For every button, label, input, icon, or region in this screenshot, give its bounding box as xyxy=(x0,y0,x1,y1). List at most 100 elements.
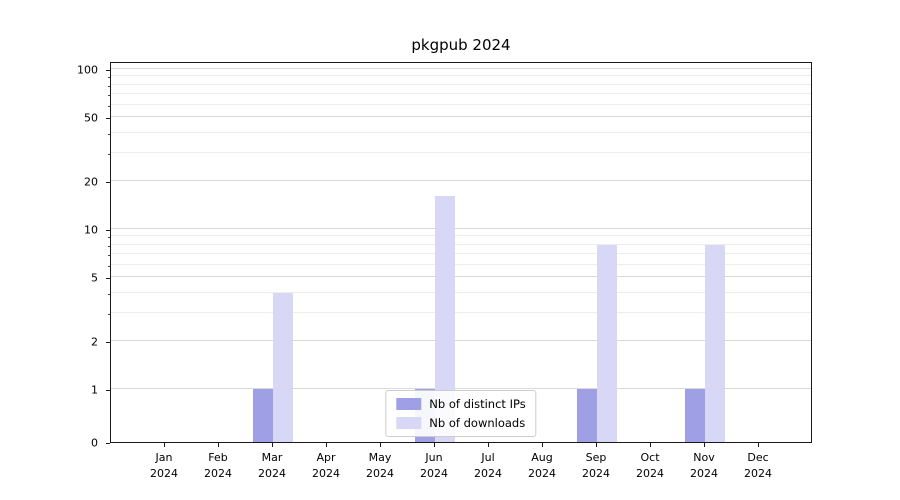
bar-nb-of-distinct-ips-mar xyxy=(253,389,273,442)
x-tick-mark xyxy=(217,443,219,447)
legend-label: Nb of distinct IPs xyxy=(429,397,526,411)
y-tick-mark-minor xyxy=(108,254,110,256)
x-tick-mark xyxy=(271,443,273,447)
x-tick-mark xyxy=(325,443,327,447)
x-tick-month: Sep xyxy=(585,451,607,464)
x-tick-label-mar: Mar 2024 xyxy=(258,450,286,482)
gridline-major xyxy=(111,68,811,69)
x-tick-mark xyxy=(703,443,705,447)
plot-area: Nb of distinct IPs Nb of downloads xyxy=(110,62,812,443)
y-tick-mark xyxy=(106,118,110,120)
x-tick-year: 2024 xyxy=(528,466,556,480)
x-tick-label-jun: Jun 2024 xyxy=(420,450,448,482)
x-tick-label-nov: Nov 2024 xyxy=(690,450,718,482)
x-tick-label-oct: Oct 2024 xyxy=(636,450,664,482)
gridline-minor xyxy=(111,92,811,94)
x-tick-mark xyxy=(757,443,759,447)
bar-nb-of-distinct-ips-nov xyxy=(685,389,705,442)
gridline-minor xyxy=(111,263,811,265)
legend-swatch-nb-of-downloads xyxy=(396,417,422,429)
x-tick-year: 2024 xyxy=(258,466,286,480)
gridline-minor xyxy=(111,291,811,293)
y-tick-mark-minor xyxy=(108,105,110,107)
y-tick-mark-minor xyxy=(108,85,110,87)
x-tick-mark xyxy=(433,443,435,447)
x-tick-year: 2024 xyxy=(690,466,718,480)
gridline-minor xyxy=(111,103,811,105)
y-tick-mark xyxy=(106,70,110,71)
bar-nb-of-downloads-nov xyxy=(705,244,725,442)
y-tick-mark-minor xyxy=(108,265,110,267)
x-tick-label-jul: Jul 2024 xyxy=(474,450,502,482)
x-tick-year: 2024 xyxy=(312,466,340,480)
gridline-major xyxy=(111,339,811,341)
y-tick-mark xyxy=(106,230,110,231)
x-tick-month: Nov xyxy=(693,451,715,464)
gridline-major xyxy=(111,116,811,118)
legend-swatch-nb-of-distinct-ips xyxy=(396,398,422,410)
x-tick-month: Jun xyxy=(425,451,443,464)
legend-item-nb-of-downloads: Nb of downloads xyxy=(396,416,525,430)
y-tick-mark-minor xyxy=(108,313,110,315)
y-tick-mark xyxy=(106,181,110,183)
x-tick-month: Oct xyxy=(640,451,660,464)
x-axis: Jan 2024 Feb 2024 Mar 2024 Apr 2024 May 2024 Jun 20… xyxy=(110,443,812,495)
gridline-major xyxy=(111,388,811,389)
legend-label: Nb of downloads xyxy=(429,416,526,430)
x-tick-label-sep: Sep 2024 xyxy=(582,450,610,482)
x-tick-month: Mar xyxy=(261,451,283,464)
y-tick-label: 0 xyxy=(91,436,98,450)
y-tick-label: 20 xyxy=(84,175,98,189)
x-tick-month: May xyxy=(368,451,392,464)
x-tick-year: 2024 xyxy=(474,466,502,480)
gridline-minor xyxy=(111,243,811,245)
y-tick-label: 2 xyxy=(91,335,98,349)
x-tick-mark xyxy=(649,443,651,447)
y-tick-mark-minor xyxy=(108,237,110,239)
x-tick-year: 2024 xyxy=(204,466,232,480)
x-tick-label-aug: Aug 2024 xyxy=(528,450,556,482)
x-tick-month: Feb xyxy=(208,451,228,464)
x-tick-month: Aug xyxy=(531,451,553,464)
y-tick-mark-minor xyxy=(108,293,110,295)
x-tick-mark xyxy=(163,443,165,447)
y-tick-mark-minor xyxy=(108,153,110,155)
bar-nb-of-distinct-ips-sep xyxy=(577,389,597,442)
gridline-major xyxy=(111,179,811,181)
x-tick-label-dec: Dec 2024 xyxy=(744,450,772,482)
x-tick-month: Dec xyxy=(747,451,769,464)
bar-nb-of-downloads-mar xyxy=(273,292,293,442)
x-tick-year: 2024 xyxy=(366,466,394,480)
gridline-minor xyxy=(111,311,811,313)
bar-nb-of-downloads-sep xyxy=(597,244,617,442)
gridline-minor xyxy=(111,252,811,254)
x-tick-mark xyxy=(541,443,543,447)
y-tick-mark-minor xyxy=(108,133,110,135)
x-tick-year: 2024 xyxy=(744,466,772,480)
gridline-minor xyxy=(111,235,811,237)
x-tick-year: 2024 xyxy=(636,466,664,480)
gridline-major xyxy=(111,276,811,278)
x-tick-label-may: May 2024 xyxy=(366,450,394,482)
x-tick-month: Apr xyxy=(316,451,336,464)
x-tick-month: Jan xyxy=(155,451,173,464)
y-tick-label: 50 xyxy=(84,111,98,125)
x-tick-year: 2024 xyxy=(150,466,178,480)
y-tick-mark xyxy=(106,278,110,280)
gridline-minor xyxy=(111,83,811,85)
x-tick-mark xyxy=(487,443,489,447)
gridline-minor xyxy=(111,151,811,153)
y-tick-label: 5 xyxy=(91,271,98,285)
x-tick-mark xyxy=(379,443,381,447)
legend: Nb of distinct IPs Nb of downloads xyxy=(385,390,537,437)
y-tick-label: 10 xyxy=(84,223,98,237)
x-tick-month: Jul xyxy=(481,451,495,464)
y-tick-mark xyxy=(106,443,110,444)
legend-item-nb-of-distinct-ips: Nb of distinct IPs xyxy=(396,397,526,411)
x-tick-mark xyxy=(595,443,597,447)
chart-title: pkgpub 2024 xyxy=(411,36,511,54)
y-tick-mark-minor xyxy=(108,94,110,96)
y-tick-mark xyxy=(106,390,110,391)
gridline-minor xyxy=(111,131,811,133)
